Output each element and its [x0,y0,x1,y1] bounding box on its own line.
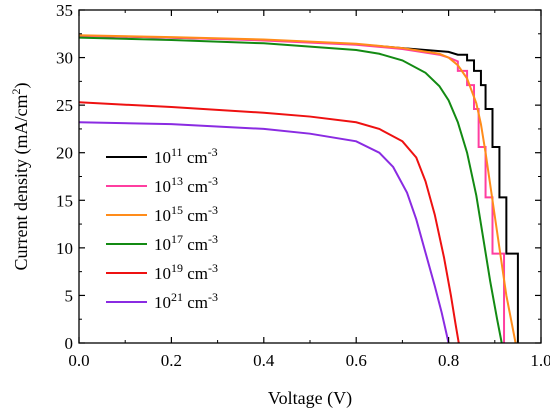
legend-label-exp: 19 [171,261,183,275]
y-tick-label: 5 [65,286,74,305]
legend-label-exp: 13 [171,174,183,188]
legend-label-unit-exp: -3 [208,232,218,246]
legend-label-exp: 17 [171,232,183,246]
series-line-4 [78,101,460,344]
legend-label-unit-exp: -3 [208,203,218,217]
y-tick-label: 15 [56,191,73,210]
legend-label-unit-exp: -3 [208,174,218,188]
y-axis-title-end: ) [11,83,32,89]
legend-label-unit-exp: -3 [208,290,218,304]
y-tick-label: 20 [56,144,73,163]
y-tick-label: 35 [56,1,73,20]
legend-label-2: 1015 cm-3 [154,203,218,225]
x-tick-label: 0.0 [68,351,89,370]
series-line-5 [78,121,450,344]
y-axis-title-sup: 2 [9,89,23,95]
series-line-2 [78,34,517,344]
legend-label-base: 10 [154,148,171,167]
y-tick-label: 10 [56,239,73,258]
x-tick-label: 0.4 [253,351,275,370]
x-tick-label: 1.0 [530,351,550,370]
legend-label-unit: cm [183,177,208,196]
legend-label-unit: cm [183,206,208,225]
y-axis-title-main: Current density (mA/cm [11,95,32,271]
legend-label-1: 1013 cm-3 [154,174,218,196]
legend-label-base: 10 [154,206,171,225]
x-tick-label: 0.2 [161,351,182,370]
y-tick-label: 0 [65,334,74,353]
legend-label-unit: cm [183,235,208,254]
x-axis-title: Voltage (V) [268,388,352,409]
legend-label-base: 10 [154,264,171,283]
legend-label-unit: cm [183,148,208,167]
legend-label-exp: 21 [171,290,183,304]
series-layer [78,34,519,344]
legend-label-3: 1017 cm-3 [154,232,218,254]
legend-label-base: 10 [154,293,171,312]
y-tick-label: 30 [56,49,73,68]
legend-label-base: 10 [154,177,171,196]
y-tick-label: 25 [56,96,73,115]
legend-label-unit-exp: -3 [208,145,218,159]
legend-label-0: 1011 cm-3 [154,145,218,167]
y-axis-title: Current density (mA/cm2) [9,83,32,271]
legend-label-exp: 11 [171,145,183,159]
x-tick-label: 0.8 [438,351,459,370]
legend-label-exp: 15 [171,203,183,217]
legend-label-unit-exp: -3 [208,261,218,275]
x-tick-label: 0.6 [346,351,367,370]
legend-label-unit: cm [183,264,208,283]
legend-label-unit: cm [183,293,208,312]
legend-label-4: 1019 cm-3 [154,261,218,283]
series-line-1 [78,34,506,343]
legend-label-5: 1021 cm-3 [154,290,218,312]
series-line-3 [78,36,503,344]
legend-label-base: 10 [154,235,171,254]
